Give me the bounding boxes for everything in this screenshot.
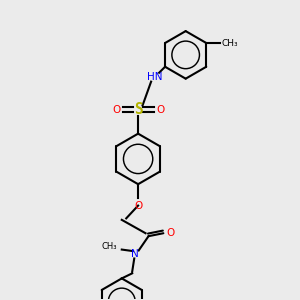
Text: O: O (134, 200, 142, 211)
Text: HN: HN (147, 72, 162, 82)
Text: O: O (156, 105, 164, 115)
Text: O: O (166, 228, 175, 238)
Text: O: O (112, 105, 120, 115)
Text: CH₃: CH₃ (222, 38, 238, 47)
Text: N: N (131, 249, 139, 259)
Text: S: S (134, 102, 142, 117)
Text: CH₃: CH₃ (102, 242, 117, 251)
